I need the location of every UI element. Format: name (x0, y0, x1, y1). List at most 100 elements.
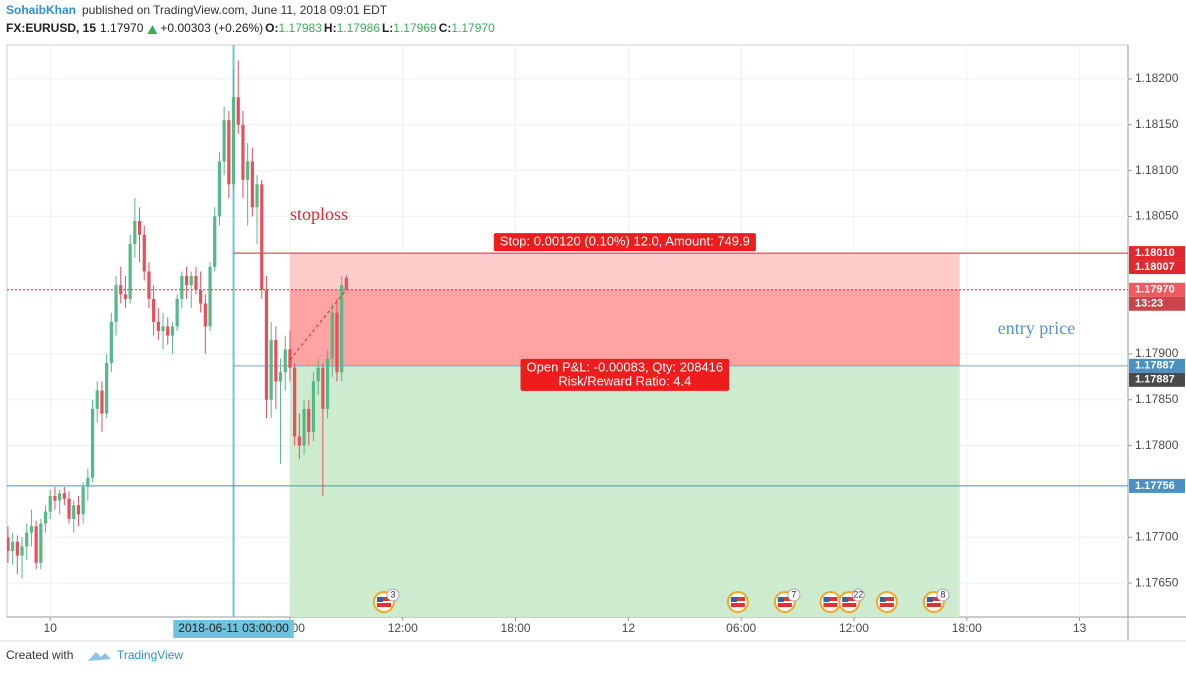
candle-body (128, 243, 132, 299)
y-tick-label: 1.17700 (1135, 529, 1179, 543)
event-badge (936, 588, 950, 602)
candle-body (15, 541, 19, 556)
candle-body (72, 505, 76, 519)
candle-body (335, 312, 339, 373)
legend-item: 1.17970 (100, 21, 144, 35)
legend-item: 1.17986 (337, 21, 381, 35)
candle-body (316, 367, 320, 382)
candle-body (264, 289, 269, 400)
candle-body (302, 408, 306, 446)
candle-body (274, 340, 278, 382)
footer-brand[interactable]: TradingView (117, 648, 183, 662)
candle-body (147, 271, 151, 299)
candle-body (321, 367, 325, 409)
candle-body (156, 321, 160, 331)
candle-body (39, 523, 43, 563)
y-tick-label: 1.17800 (1135, 438, 1179, 452)
candle-body (20, 546, 24, 556)
flag-stripe (376, 601, 391, 603)
price-label-box (1129, 260, 1185, 275)
candle-body (283, 349, 287, 373)
event-count: 8 (940, 589, 945, 599)
flag-stripe (842, 601, 857, 603)
position-label: Open P&L: -0.00083, Qty: 208416Risk/Rewa… (520, 358, 730, 391)
author[interactable]: SohaibKhan (6, 3, 76, 17)
event-badge (386, 588, 400, 602)
event-badge (851, 588, 865, 602)
candle-body (297, 436, 301, 446)
candle-body (260, 184, 264, 290)
candle-body (100, 390, 104, 414)
x-tick-label: 12:00 (388, 621, 418, 635)
candle-body (142, 234, 146, 272)
published: published on TradingView.com, June 11, 2… (82, 3, 388, 17)
reward-zone (289, 365, 960, 617)
crosshair-label-box (173, 620, 294, 638)
x-tick-label: 10 (44, 621, 58, 635)
candle-body (194, 276, 198, 290)
flag-stripe (823, 601, 838, 603)
price-label: 1.18007 (1135, 261, 1175, 273)
plot: Stop: 0.00120 (0.10%) 12.0, Amount: 749.… (7, 45, 1128, 617)
flag-stripe (777, 601, 792, 603)
candle-body (222, 120, 226, 162)
price-label: 1.17970 (1135, 284, 1175, 296)
legend-item: H: (324, 21, 337, 35)
candle-body (67, 498, 71, 519)
candle-body (203, 303, 207, 327)
flag-stripe (730, 601, 745, 603)
candle-body (184, 276, 189, 286)
candle-body (255, 184, 259, 208)
candle-body (250, 161, 254, 208)
price-label-box (1129, 282, 1185, 297)
legend-item: C: (439, 21, 452, 35)
legend-item: +0.00303 (+0.26%) (160, 21, 263, 35)
price-label-box (1129, 478, 1185, 493)
x-tick-label: 18:00 (501, 621, 531, 635)
candle-body (227, 120, 231, 185)
flag-stripe (926, 601, 941, 603)
legend-item: 1.17983 (279, 21, 323, 35)
legend: FX:EURUSD, 15 1.17970 +0.00303 (+0.26%) O: 1… (6, 21, 495, 35)
label-box (520, 358, 730, 391)
candle-body (90, 408, 95, 478)
candle-body (105, 363, 109, 414)
y-tick-label: 1.18200 (1135, 71, 1179, 85)
candle-body (170, 326, 175, 336)
candle-body (7, 537, 10, 551)
candle-body (307, 408, 311, 432)
label-text: Risk/Reward Ratio: 4.4 (558, 373, 691, 388)
candle-body (325, 358, 330, 409)
annotation: entry price (998, 318, 1075, 338)
open-loss-zone (289, 289, 960, 366)
candle-body (278, 372, 283, 382)
footer-text: Created with (6, 648, 73, 662)
event-badge (787, 588, 801, 602)
candle-body (166, 326, 170, 336)
candle-body (199, 289, 203, 304)
flag-canton (842, 597, 849, 602)
candle-body (53, 496, 57, 501)
candle-body (180, 276, 184, 299)
candle-body (288, 349, 292, 368)
candle-body (213, 216, 217, 267)
flag-canton (823, 597, 830, 602)
candle-body (189, 276, 193, 286)
x-tick-label: 13 (1073, 621, 1087, 635)
label-box (493, 233, 756, 252)
candle-body (109, 321, 113, 364)
event-count: 7 (791, 589, 796, 599)
candle-body (241, 124, 245, 180)
label-text: Open P&L: -0.00083, Qty: 208416 (527, 359, 724, 374)
candle-body (25, 532, 29, 547)
candle-body (11, 541, 15, 551)
flag-canton (926, 597, 933, 602)
x-tick-label: 06:00 (726, 621, 756, 635)
price-label-box (1129, 296, 1185, 311)
price-label: 13:23 (1135, 298, 1163, 310)
legend-item: 1.17969 (393, 21, 437, 35)
candle-body (119, 285, 123, 295)
legend-item: O: (265, 21, 278, 35)
